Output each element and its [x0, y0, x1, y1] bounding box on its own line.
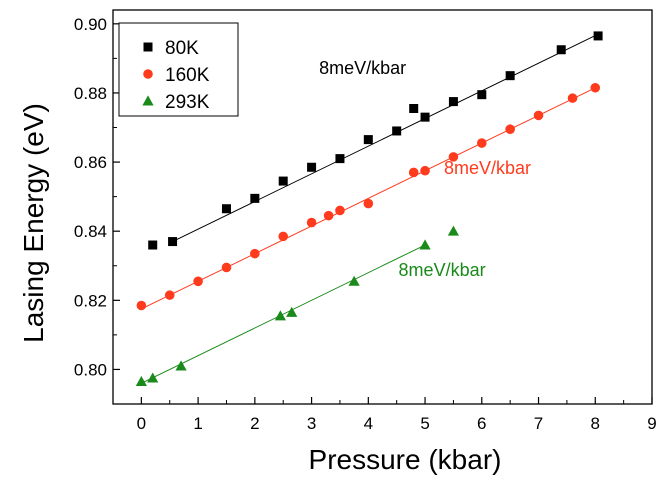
- x-tick-label: 3: [307, 414, 316, 433]
- data-point-160k: [476, 138, 487, 148]
- data-point-160k: [363, 198, 374, 209]
- y-tick-label: 0.80: [74, 360, 107, 379]
- data-point-293k: [135, 375, 147, 387]
- data-point-160k: [448, 152, 459, 162]
- x-tick-label: 9: [647, 414, 656, 433]
- y-tick-label: 0.90: [74, 15, 107, 34]
- slope-annotation: 8meV/kbar: [319, 58, 406, 78]
- x-tick-label: 8: [591, 414, 600, 433]
- data-point-80k: [335, 154, 345, 164]
- data-point-80k: [221, 204, 231, 214]
- data-point-293k: [147, 372, 159, 383]
- data-point-293k: [274, 310, 286, 321]
- data-point-80k: [505, 71, 515, 81]
- legend-label-293k: 293K: [165, 92, 210, 113]
- annotations: 8meV/kbar 8meV/kbar 8meV/kbar: [319, 58, 531, 280]
- x-tick-label: 2: [250, 414, 259, 433]
- data-point-80k: [556, 45, 566, 55]
- legend-marker-293k: [142, 95, 154, 106]
- x-tick-label: 1: [193, 414, 202, 433]
- y-axis-title: Lasing Energy (eV): [18, 103, 49, 343]
- data-point-160k: [323, 210, 334, 221]
- x-axis-title: Pressure (kbar): [309, 444, 502, 475]
- data-point-293k: [286, 306, 298, 317]
- data-point-293k: [348, 275, 360, 286]
- legend-label-80k: 80K: [165, 38, 199, 59]
- data-point-160k: [278, 231, 289, 242]
- data-point-80k: [307, 162, 317, 172]
- x-tick-label: 4: [364, 414, 373, 433]
- legend-markers: [142, 42, 154, 106]
- data-point-160k: [408, 167, 419, 178]
- data-point-80k: [448, 97, 458, 107]
- legend: 80K 160K 293K: [118, 22, 239, 117]
- data-point-160k: [420, 165, 430, 176]
- ticks-layer: 0 1 2 3 4 5 6 7 8 9 0.80 0.82 0.84 0.86 0.88 0.90: [74, 15, 657, 433]
- slope-annotation: 8meV/kbar: [399, 260, 486, 280]
- data-point-160k: [136, 300, 147, 311]
- data-point-160k: [193, 276, 203, 287]
- data-point-293k: [447, 225, 460, 236]
- y-tick-label: 0.84: [74, 222, 107, 241]
- y-tick-label: 0.82: [74, 291, 107, 310]
- data-point-160k: [164, 290, 175, 300]
- data-point-160k: [505, 124, 515, 135]
- legend-marker-160k: [143, 69, 153, 79]
- data-point-160k: [533, 110, 544, 121]
- slope-annotation: 8meV/kbar: [444, 158, 531, 178]
- data-point-160k: [335, 205, 345, 216]
- fit-line-80k: [172, 33, 599, 243]
- data-point-293k: [175, 360, 187, 371]
- data-point-80k: [148, 240, 158, 250]
- data-point-160k: [221, 262, 232, 273]
- data-point-80k: [363, 135, 373, 145]
- data-point-80k: [409, 104, 419, 113]
- legend-box: [118, 22, 239, 117]
- legend-label-160k: 160K: [165, 65, 210, 86]
- data-point-80k: [477, 90, 487, 100]
- y-tick-label: 0.88: [74, 84, 107, 103]
- fit-line-160k: [141, 87, 596, 310]
- legend-marker-80k: [143, 42, 153, 52]
- data-point-80k: [392, 126, 402, 136]
- fit-lines: [141, 33, 599, 384]
- plot-frame: [112, 9, 653, 405]
- y-tick-label: 0.86: [74, 153, 107, 172]
- fit-line-293k: [141, 244, 426, 384]
- data-point-160k: [250, 248, 260, 259]
- data-point-80k: [593, 31, 603, 41]
- x-tick-label: 0: [137, 414, 146, 433]
- data-point-80k: [278, 176, 288, 186]
- data-point-80k: [250, 193, 260, 203]
- data-point-293k: [419, 239, 431, 250]
- data-point-80k: [168, 237, 178, 247]
- x-tick-label: 7: [534, 414, 543, 433]
- data-point-160k: [306, 217, 317, 228]
- data-point-160k: [567, 93, 578, 103]
- data-points: [135, 31, 603, 387]
- data-point-80k: [420, 112, 430, 122]
- x-tick-label: 6: [477, 414, 486, 433]
- x-tick-label: 5: [420, 414, 429, 433]
- data-point-160k: [590, 82, 601, 93]
